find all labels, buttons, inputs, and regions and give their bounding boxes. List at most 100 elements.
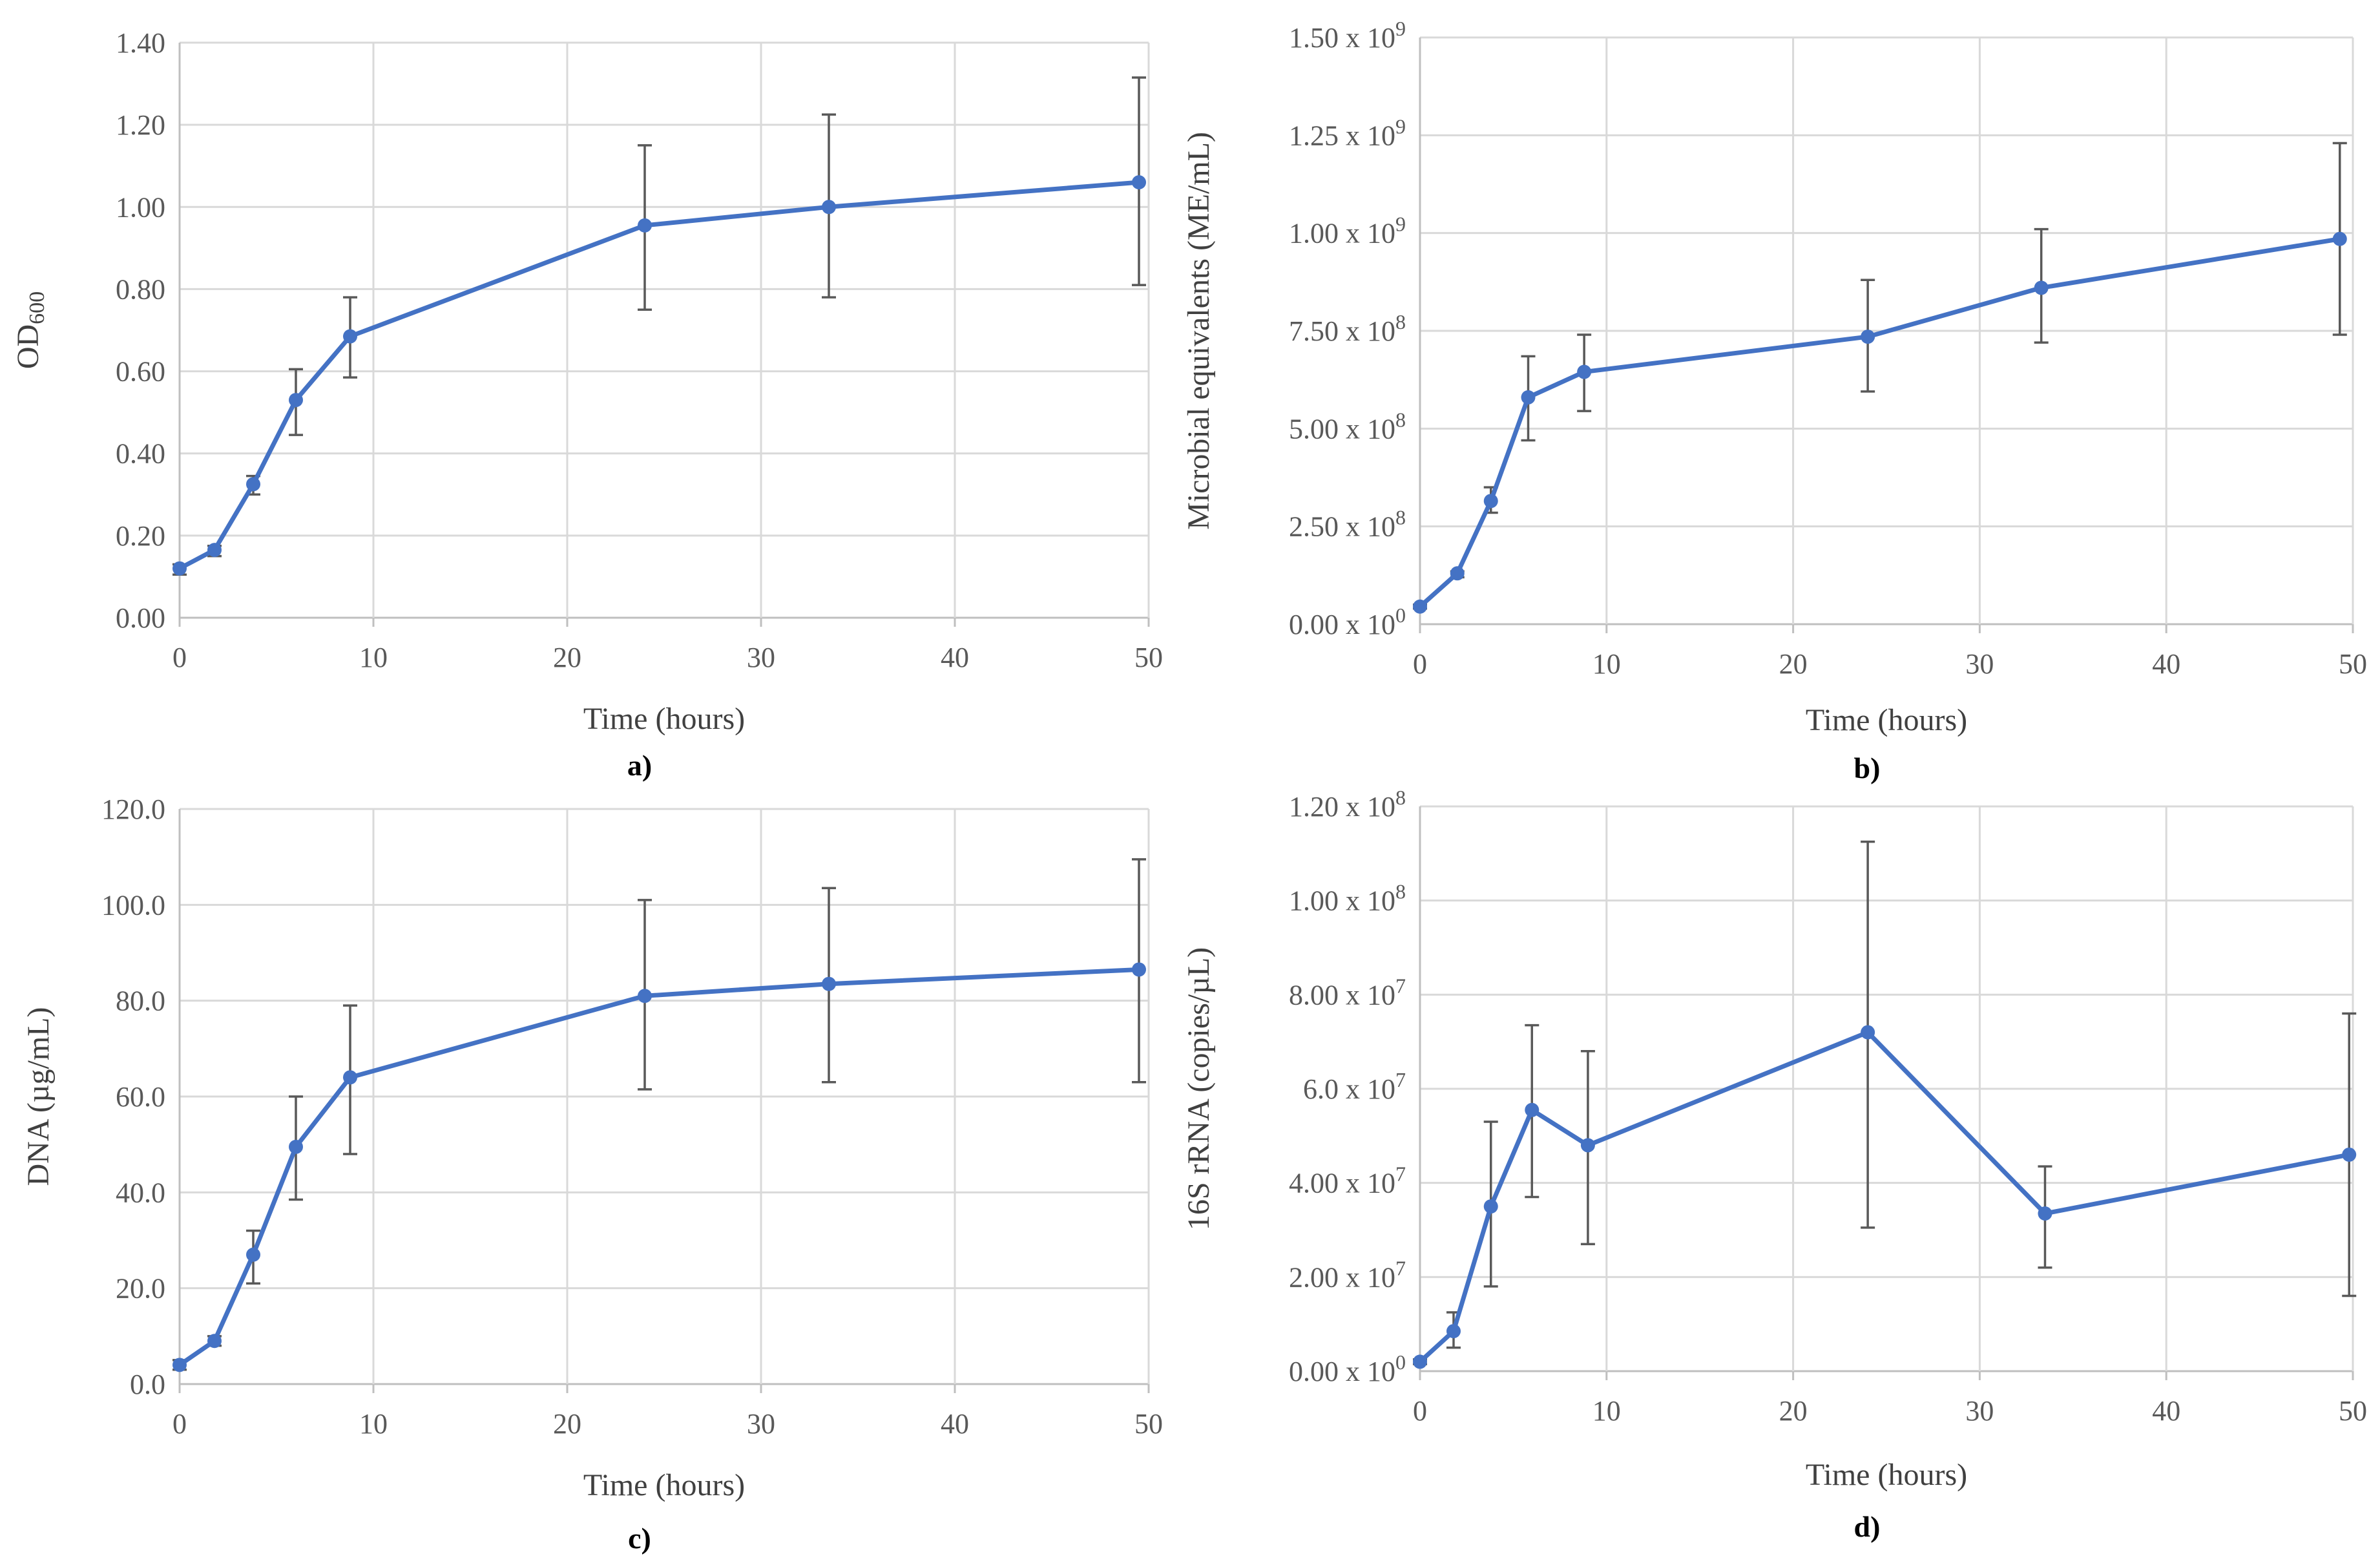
data-point xyxy=(822,200,836,215)
panel-label: d) xyxy=(1854,1510,1881,1543)
data-point xyxy=(1521,390,1536,404)
y-tick-label: 1.25 x 109 xyxy=(1289,114,1406,151)
y-tick-label: 8.00 x 107 xyxy=(1289,974,1406,1011)
chart-panel-c: 0.0 20.0 40.0 60.0 80.0 100.0 120.0 0 10 20 30 40 50… xyxy=(21,793,1163,1555)
y-tick-label: 80.0 xyxy=(116,985,165,1017)
y-tick-mantissa: 0.00 x 10 xyxy=(1289,1356,1395,1387)
x-tick-label: 40 xyxy=(2152,1395,2180,1427)
data-point xyxy=(1861,330,1875,344)
panel-label: c) xyxy=(628,1522,651,1555)
data-point xyxy=(172,561,187,576)
y-tick-mantissa: 0.00 x 10 xyxy=(1289,609,1395,640)
x-tick-label: 20 xyxy=(1779,648,1808,680)
y-tick-label: 6.0 x 107 xyxy=(1303,1068,1406,1105)
y-axis-title: 16S rRNA (copies/µL) xyxy=(1182,947,1216,1230)
x-tick-label: 0 xyxy=(1413,1395,1427,1427)
data-point xyxy=(2038,1206,2052,1221)
x-tick-label: 30 xyxy=(1965,648,1994,680)
data-point xyxy=(246,477,260,492)
y-tick-exponent: 9 xyxy=(1395,17,1406,40)
y-tick-label: 5.00 x 108 xyxy=(1289,408,1406,445)
data-point xyxy=(2332,231,2347,246)
y-tick-label: 0.00 xyxy=(116,602,165,634)
x-tick-label: 30 xyxy=(747,1408,775,1440)
y-axis-title-text: OD xyxy=(11,324,45,369)
y-axis-title: OD600 xyxy=(11,291,49,369)
data-point xyxy=(1577,364,1592,379)
y-tick-exponent: 8 xyxy=(1395,310,1406,333)
y-tick-label: 40.0 xyxy=(116,1177,165,1208)
data-point xyxy=(1483,1199,1498,1214)
x-tick-label: 50 xyxy=(1134,1408,1163,1440)
x-tick-label: 0 xyxy=(172,642,187,673)
y-tick-label: 0.40 xyxy=(116,438,165,470)
y-tick-label: 7.50 x 108 xyxy=(1289,310,1406,347)
x-tick-label: 20 xyxy=(553,642,581,673)
x-tick-label: 0 xyxy=(172,1408,187,1440)
data-point xyxy=(207,543,222,558)
y-tick-exponent: 7 xyxy=(1395,974,1406,997)
x-tick-label: 30 xyxy=(747,642,775,673)
y-tick-label: 1.00 xyxy=(116,191,165,223)
x-tick-label: 50 xyxy=(1134,642,1163,673)
data-point xyxy=(1450,566,1465,581)
data-point xyxy=(246,1247,260,1262)
y-tick-label: 0.20 xyxy=(116,520,165,552)
data-point xyxy=(1446,1324,1461,1339)
y-tick-exponent: 7 xyxy=(1395,1256,1406,1279)
y-tick-exponent: 8 xyxy=(1395,506,1406,529)
y-tick-exponent: 0 xyxy=(1395,1350,1406,1374)
data-point xyxy=(1861,1025,1875,1040)
panel-label: a) xyxy=(627,749,652,782)
y-tick-mantissa: 2.50 x 10 xyxy=(1289,511,1395,543)
y-tick-exponent: 7 xyxy=(1395,1162,1406,1186)
y-tick-exponent: 8 xyxy=(1395,880,1406,903)
panel-label: b) xyxy=(1854,751,1881,784)
x-axis-title: Time (hours) xyxy=(583,702,745,736)
y-tick-label: 60.0 xyxy=(116,1081,165,1113)
x-tick-label: 50 xyxy=(2339,648,2367,680)
y-tick-exponent: 8 xyxy=(1395,408,1406,431)
x-tick-label: 10 xyxy=(359,1408,388,1440)
data-point xyxy=(638,218,652,233)
y-tick-exponent: 9 xyxy=(1395,213,1406,236)
y-tick-label: 2.00 x 107 xyxy=(1289,1256,1406,1293)
y-tick-label: 0.60 xyxy=(116,356,165,388)
y-axis-title-text: 16S rRNA (copies/µL) xyxy=(1182,947,1216,1230)
y-tick-label: 0.80 xyxy=(116,273,165,305)
x-tick-label: 40 xyxy=(2152,648,2180,680)
data-point xyxy=(1132,175,1146,190)
data-point xyxy=(343,329,357,344)
y-tick-mantissa: 7.50 x 10 xyxy=(1289,315,1395,347)
x-tick-label: 10 xyxy=(1592,648,1621,680)
data-point xyxy=(1525,1102,1540,1117)
y-tick-mantissa: 5.00 x 10 xyxy=(1289,413,1395,445)
y-tick-exponent: 9 xyxy=(1395,114,1406,138)
y-tick-mantissa: 1.00 x 10 xyxy=(1289,218,1395,249)
y-axis-title: DNA (µg/mL) xyxy=(21,1007,56,1186)
y-tick-label: 2.50 x 108 xyxy=(1289,506,1406,543)
chart-panel-a: 0.00 0.20 0.40 0.60 0.80 1.00 1.20 1.40 0 10 20 30 4… xyxy=(11,27,1163,782)
series-line xyxy=(178,180,1140,571)
y-tick-label: 1.40 xyxy=(116,27,165,59)
data-point xyxy=(638,989,652,1003)
x-tick-label: 40 xyxy=(941,642,969,673)
series-line xyxy=(1418,236,2341,609)
y-tick-label: 1.50 x 109 xyxy=(1289,17,1406,54)
data-point xyxy=(1413,599,1427,614)
y-tick-exponent: 7 xyxy=(1395,1068,1406,1091)
data-point xyxy=(1483,494,1498,509)
data-point xyxy=(1132,962,1146,977)
data-point xyxy=(822,976,836,991)
data-point xyxy=(2342,1147,2357,1162)
x-tick-label: 50 xyxy=(2339,1395,2367,1427)
data-point xyxy=(207,1334,222,1349)
y-tick-label: 120.0 xyxy=(101,793,165,825)
x-tick-label: 0 xyxy=(1413,648,1427,680)
x-tick-label: 10 xyxy=(359,642,388,673)
data-point xyxy=(289,393,303,408)
data-point xyxy=(289,1139,303,1154)
y-tick-mantissa: 1.00 x 10 xyxy=(1289,885,1395,917)
y-tick-mantissa: 1.20 x 10 xyxy=(1289,791,1395,823)
data-point xyxy=(2034,280,2049,295)
